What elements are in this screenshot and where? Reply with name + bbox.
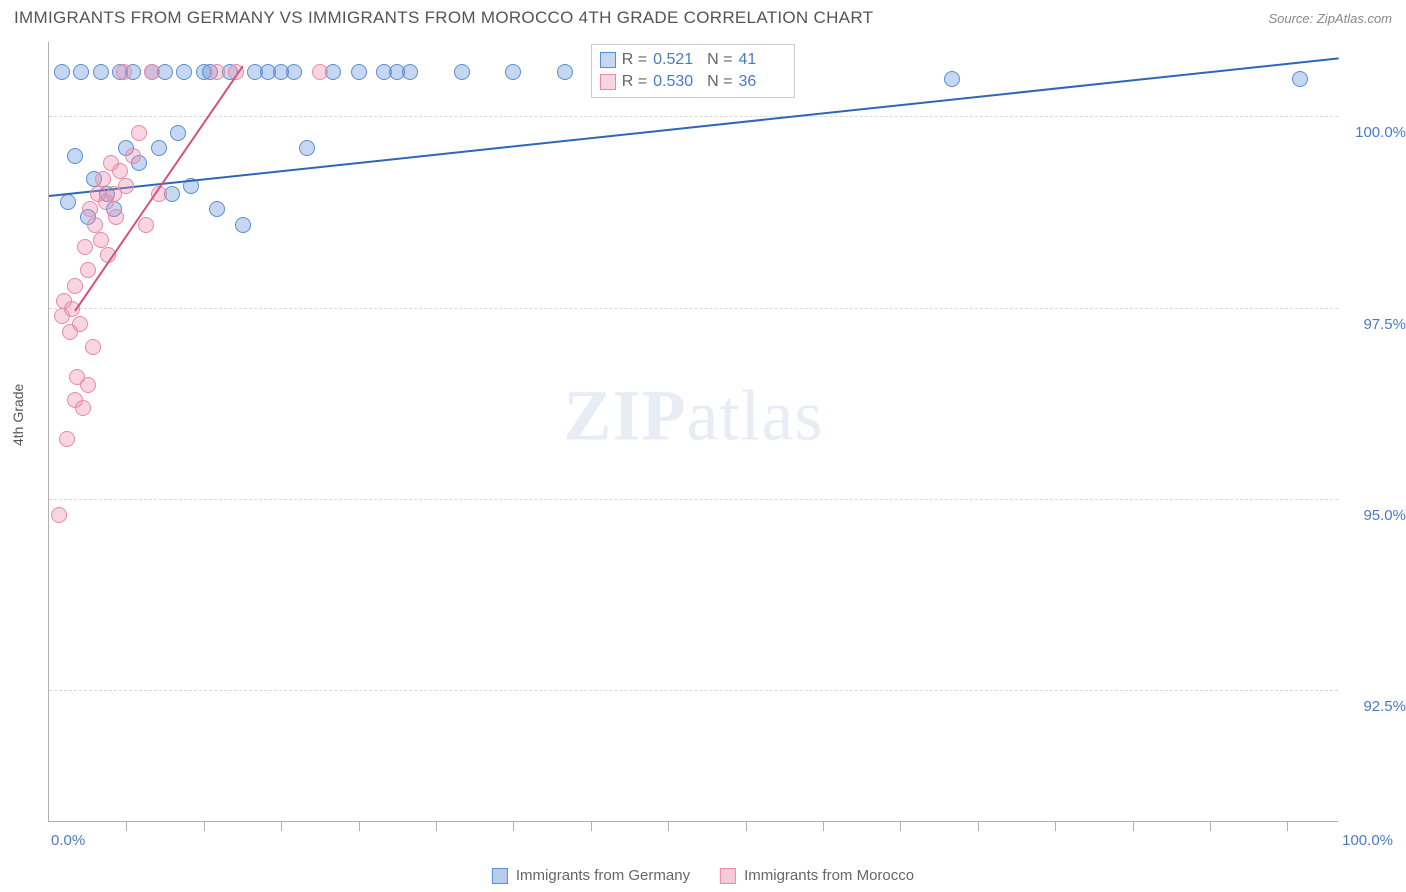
legend-swatch (600, 52, 616, 68)
data-point (144, 64, 160, 80)
stats-row: R = 0.530 N = 36 (600, 71, 787, 93)
data-point (505, 64, 521, 80)
data-point (312, 64, 328, 80)
x-tick (668, 821, 669, 831)
n-label: N = (707, 51, 732, 69)
y-tick-label: 92.5% (1363, 698, 1406, 715)
legend-item: Immigrants from Germany (492, 867, 690, 884)
data-point (170, 125, 186, 141)
data-point (87, 217, 103, 233)
r-label: R = (622, 73, 647, 91)
data-point (299, 140, 315, 156)
x-tick (1287, 821, 1288, 831)
data-point (454, 64, 470, 80)
data-point (59, 431, 75, 447)
data-point (54, 64, 70, 80)
data-point (67, 278, 83, 294)
data-point (118, 178, 134, 194)
data-point (209, 64, 225, 80)
x-tick (436, 821, 437, 831)
data-point (108, 209, 124, 225)
x-tick (900, 821, 901, 831)
legend: Immigrants from Germany Immigrants from M… (492, 867, 914, 884)
stats-row: R = 0.521 N = 41 (600, 49, 787, 71)
y-tick-label: 97.5% (1363, 316, 1406, 333)
data-point (82, 201, 98, 217)
x-tick (1133, 821, 1134, 831)
data-point (93, 64, 109, 80)
x-tick (126, 821, 127, 831)
gridline (49, 116, 1338, 117)
y-axis-title: 4th Grade (10, 384, 26, 446)
x-min-label: 0.0% (51, 832, 85, 849)
data-point (60, 194, 76, 210)
x-tick (823, 821, 824, 831)
data-point (351, 64, 367, 80)
data-point (138, 217, 154, 233)
x-tick (978, 821, 979, 831)
data-point (73, 64, 89, 80)
data-point (235, 217, 251, 233)
data-point (77, 239, 93, 255)
gridline (49, 690, 1338, 691)
data-point (116, 64, 132, 80)
r-value: 0.530 (653, 73, 701, 91)
data-point (93, 232, 109, 248)
x-tick (359, 821, 360, 831)
data-point (85, 339, 101, 355)
data-point (176, 64, 192, 80)
data-point (95, 171, 111, 187)
legend-swatch (600, 74, 616, 90)
legend-swatch (720, 868, 736, 884)
x-tick (513, 821, 514, 831)
data-point (286, 64, 302, 80)
scatter-plot: ZIPatlas 92.5%95.0%97.5%100.0%0.0%100.0%… (48, 42, 1338, 822)
legend-swatch (492, 868, 508, 884)
source-text: Source: ZipAtlas.com (1268, 11, 1392, 26)
x-tick (204, 821, 205, 831)
r-label: R = (622, 51, 647, 69)
data-point (51, 507, 67, 523)
x-max-label: 100.0% (1342, 832, 1393, 849)
data-point (80, 377, 96, 393)
data-point (75, 400, 91, 416)
data-point (112, 163, 128, 179)
stats-box: R = 0.521 N = 41 R = 0.530 N = 36 (591, 44, 796, 98)
data-point (151, 140, 167, 156)
gridline (49, 308, 1338, 309)
data-point (125, 148, 141, 164)
y-tick-label: 100.0% (1355, 124, 1406, 141)
legend-label: Immigrants from Germany (516, 867, 690, 884)
y-tick-label: 95.0% (1363, 507, 1406, 524)
x-tick (1055, 821, 1056, 831)
data-point (131, 125, 147, 141)
data-point (80, 262, 96, 278)
gridline (49, 499, 1338, 500)
r-value: 0.521 (653, 51, 701, 69)
watermark: ZIPatlas (564, 374, 824, 457)
x-tick (746, 821, 747, 831)
data-point (557, 64, 573, 80)
n-value: 41 (738, 51, 786, 69)
n-value: 36 (738, 73, 786, 91)
n-label: N = (707, 73, 732, 91)
x-tick (281, 821, 282, 831)
data-point (944, 71, 960, 87)
data-point (209, 201, 225, 217)
data-point (1292, 71, 1308, 87)
data-point (67, 148, 83, 164)
legend-label: Immigrants from Morocco (744, 867, 914, 884)
data-point (72, 316, 88, 332)
chart-title: IMMIGRANTS FROM GERMANY VS IMMIGRANTS FR… (14, 8, 873, 28)
data-point (402, 64, 418, 80)
x-tick (591, 821, 592, 831)
legend-item: Immigrants from Morocco (720, 867, 914, 884)
x-tick (1210, 821, 1211, 831)
